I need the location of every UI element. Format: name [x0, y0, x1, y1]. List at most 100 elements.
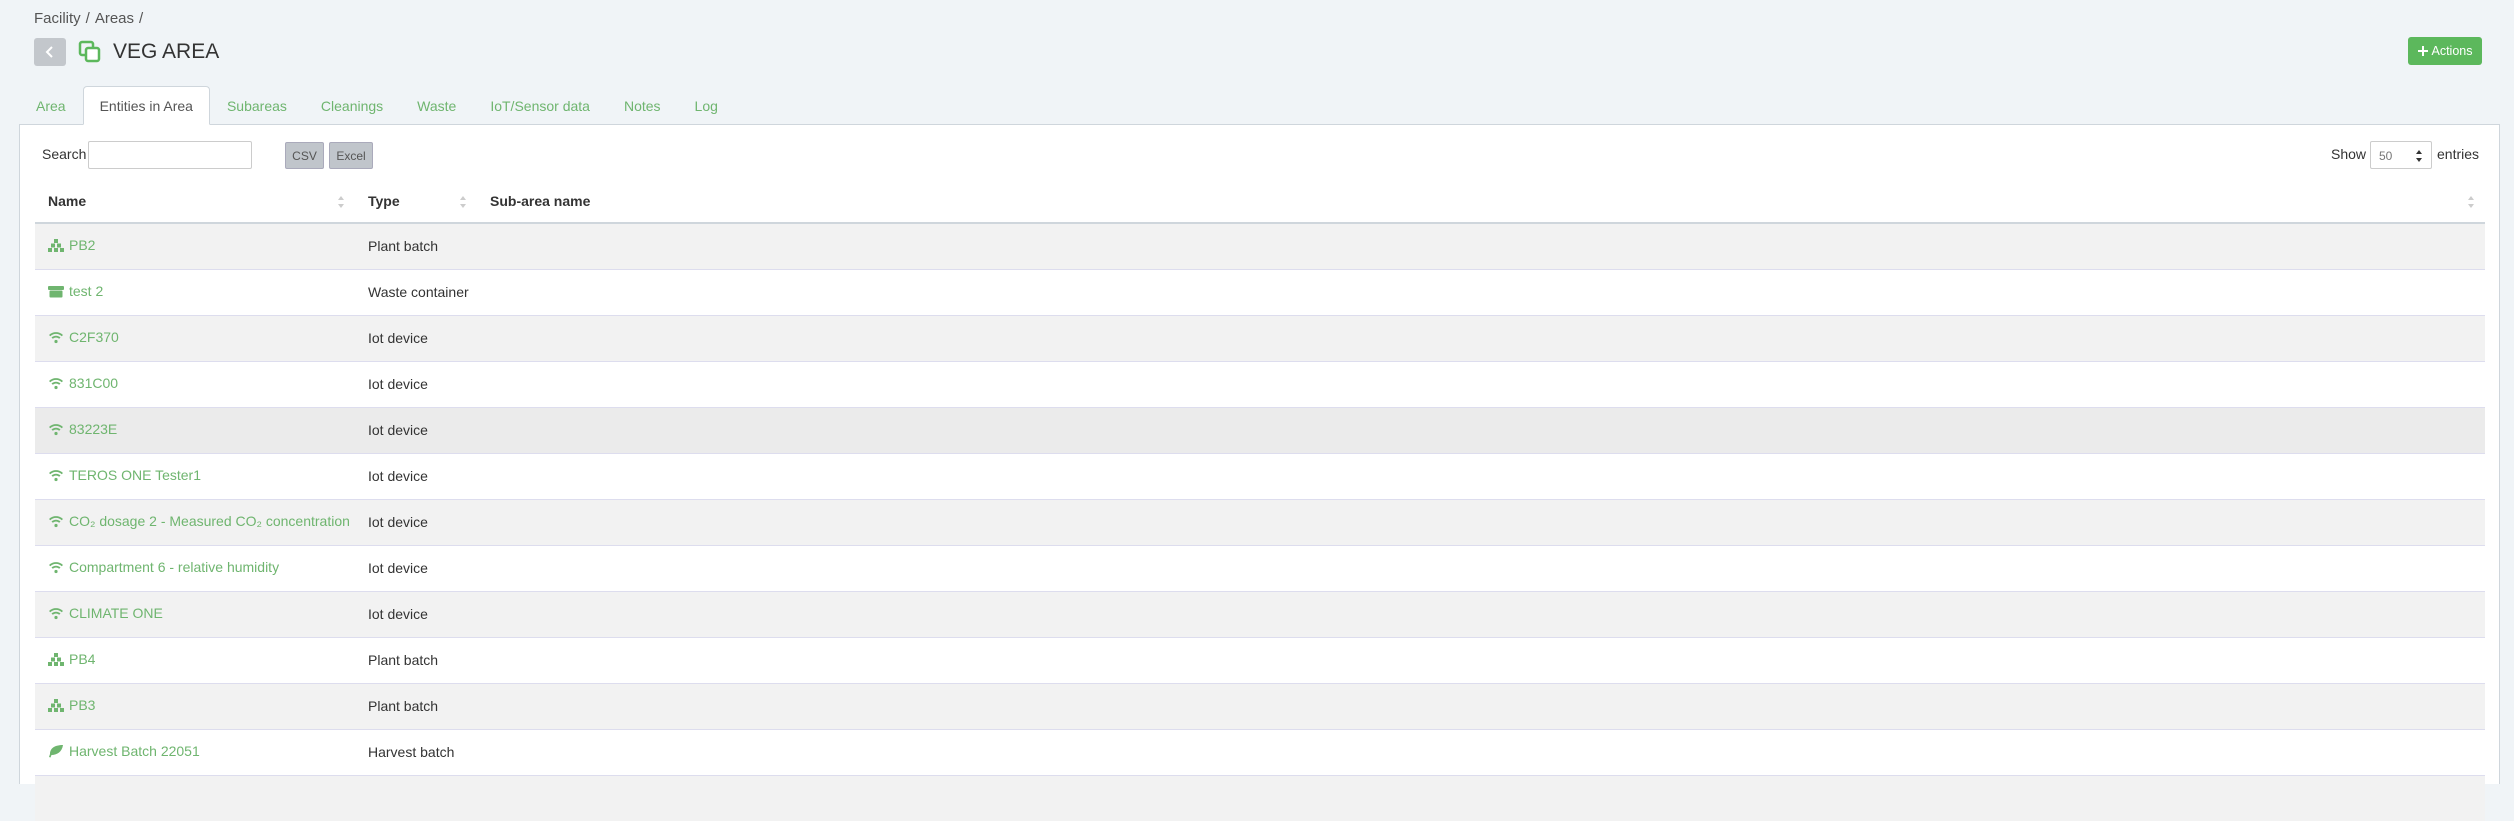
entity-name: 83223E: [69, 421, 118, 437]
table-row: PB3 Plant batch: [35, 682, 2485, 729]
table-row: 83223E Iot device: [35, 406, 2485, 453]
entity-link[interactable]: CO₂ dosage 2 - Measured CO₂ concentratio…: [48, 513, 350, 529]
entity-icon: [48, 376, 64, 390]
column-header[interactable]: Type: [355, 180, 477, 224]
sort-icon: [337, 195, 345, 209]
name-cell: CLIMATE ONE: [35, 590, 355, 637]
entity-icon: [48, 514, 64, 528]
column-header[interactable]: Sub-area name: [477, 180, 2485, 224]
entity-link[interactable]: 83223E: [48, 421, 117, 437]
type-cell: Iot device: [355, 406, 477, 453]
entity-icon: [48, 698, 64, 712]
excel-button[interactable]: Excel: [329, 142, 373, 169]
sort-icon: [2467, 195, 2475, 209]
entity-name: PB4: [69, 651, 96, 667]
column-title: Type: [368, 193, 400, 209]
tab[interactable]: Cleanings: [320, 98, 384, 114]
name-cell: TEROS ONE Tester1: [35, 452, 355, 499]
select-arrows: [2416, 150, 2422, 162]
column-title: Name: [48, 193, 87, 209]
page: Facility / Areas / VEG AREA Actions Area Ent…: [19, 10, 2500, 821]
entity-icon: [48, 284, 64, 298]
table-row: Harvest Batch 22051 Harvest batch: [35, 728, 2485, 775]
tab[interactable]: Entities in Area: [82, 86, 210, 125]
subarea-cell: [477, 314, 2485, 361]
entity-icon: [48, 606, 64, 620]
entity-link[interactable]: 831C00: [48, 375, 118, 391]
table-row: C2F370 Iot device: [35, 314, 2485, 361]
tab-bar: Area Entities in Area Subareas Cleanings Was…: [19, 86, 735, 125]
partial-cell: [35, 774, 355, 821]
entity-link[interactable]: TEROS ONE Tester1: [48, 467, 201, 483]
tab[interactable]: Notes: [623, 98, 661, 114]
entity-icon: [48, 560, 64, 574]
entity-icon: [48, 652, 64, 666]
search-label: Search: [42, 146, 87, 162]
breadcrumb-link[interactable]: Areas: [94, 10, 135, 27]
entity-link[interactable]: CLIMATE ONE: [48, 605, 163, 621]
entity-icon: [48, 422, 64, 436]
type-cell: Waste container: [355, 268, 477, 315]
breadcrumb-separator: /: [139, 10, 144, 27]
back-button[interactable]: [34, 38, 66, 66]
type-cell: Iot device: [355, 452, 477, 499]
entity-name: Compartment 6 - relative humidity: [69, 559, 280, 575]
name-cell: PB2: [35, 222, 355, 269]
subarea-cell: [477, 544, 2485, 591]
tab[interactable]: IoT/Sensor data: [490, 98, 590, 114]
name-cell: 831C00: [35, 360, 355, 407]
tab[interactable]: Subareas: [226, 98, 287, 114]
tab[interactable]: Area: [36, 98, 66, 114]
entity-name: C2F370: [69, 329, 119, 345]
partial-cell: [355, 774, 477, 821]
subarea-cell: [477, 682, 2485, 729]
entity-icon: [48, 330, 64, 344]
tab[interactable]: Log: [694, 98, 718, 114]
type-cell: Iot device: [355, 360, 477, 407]
actions-button[interactable]: Actions: [2408, 37, 2482, 65]
show-label: Show: [2331, 146, 2367, 162]
search-input[interactable]: [88, 141, 252, 169]
entity-icon: [48, 744, 64, 758]
entity-name: CO₂ dosage 2 - Measured CO₂ concentratio…: [69, 513, 350, 529]
page-size-select[interactable]: 50: [2370, 141, 2432, 169]
entity-link[interactable]: PB4: [48, 651, 95, 667]
tab[interactable]: Waste: [417, 98, 457, 114]
actions-label: Actions: [2431, 44, 2473, 58]
subarea-cell: [477, 406, 2485, 453]
column-header[interactable]: Name: [35, 180, 355, 224]
subarea-cell: [477, 498, 2485, 545]
type-cell: Iot device: [355, 498, 477, 545]
subarea-cell: [477, 222, 2485, 269]
csv-button[interactable]: CSV: [285, 142, 324, 169]
subarea-cell: [477, 268, 2485, 315]
entity-link[interactable]: test 2: [48, 283, 103, 299]
entity-icon: [48, 238, 64, 252]
table-row: Compartment 6 - relative humidity Iot dev…: [35, 544, 2485, 591]
subarea-cell: [477, 360, 2485, 407]
table-row: TEROS ONE Tester1 Iot device: [35, 452, 2485, 499]
name-cell: PB3: [35, 682, 355, 729]
breadcrumb-link[interactable]: Facility: [34, 10, 81, 27]
name-cell: test 2: [35, 268, 355, 315]
type-cell: Plant batch: [355, 222, 477, 269]
entity-link[interactable]: Harvest Batch 22051: [48, 743, 200, 759]
entity-link[interactable]: C2F370: [48, 329, 119, 345]
area-icon: [78, 40, 101, 63]
entries-label: entries: [2437, 146, 2480, 162]
breadcrumb: Facility / Areas /: [34, 10, 148, 27]
type-cell: Plant batch: [355, 636, 477, 683]
table-row: PB2 Plant batch: [35, 222, 2485, 269]
partial-cell: [477, 774, 2485, 821]
entity-name: 831C00: [69, 375, 119, 391]
name-cell: CO₂ dosage 2 - Measured CO₂ concentratio…: [35, 498, 355, 545]
entity-name: Harvest Batch 22051: [69, 743, 200, 759]
entity-link[interactable]: Compartment 6 - relative humidity: [48, 559, 279, 575]
entity-link[interactable]: PB3: [48, 697, 95, 713]
table-row: CO₂ dosage 2 - Measured CO₂ concentratio…: [35, 498, 2485, 545]
type-cell: Iot device: [355, 314, 477, 361]
table-body: PB2 Plant batch test 2 Waste container C2F37…: [35, 222, 2485, 821]
name-cell: C2F370: [35, 314, 355, 361]
page-size-value: 50: [2379, 149, 2393, 163]
entity-link[interactable]: PB2: [48, 237, 95, 253]
